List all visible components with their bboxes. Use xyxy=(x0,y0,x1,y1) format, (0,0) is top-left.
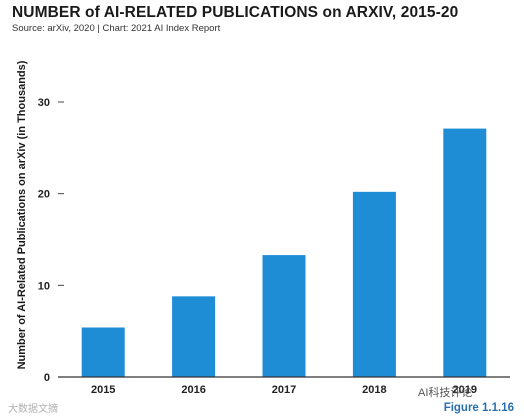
x-tick-label: 2019 xyxy=(453,384,477,396)
watermark-right: AI科技评论 xyxy=(418,387,473,399)
watermark-left: 大数据文摘 xyxy=(8,404,58,415)
x-tick-label: 2018 xyxy=(362,384,386,396)
y-tick-label: 0 xyxy=(44,372,50,384)
y-tick-label: 10 xyxy=(38,280,50,292)
y-tick-label: 30 xyxy=(38,97,50,109)
x-tick-label: 2016 xyxy=(181,384,205,396)
bar-2016 xyxy=(172,296,216,377)
figure-label: Figure 1.1.16 xyxy=(443,402,514,414)
y-tick-label: 20 xyxy=(38,189,50,201)
chart-title: NUMBER of AI-RELATED PUBLICATIONS on ARX… xyxy=(12,4,459,21)
chart-source: Source: arXiv, 2020 | Chart: 2021 AI Ind… xyxy=(12,23,221,34)
bar-2018 xyxy=(352,191,396,377)
bar-2017 xyxy=(262,255,306,377)
x-tick-label: 2015 xyxy=(91,384,115,396)
x-tick-label: 2017 xyxy=(272,384,296,396)
bar-2015 xyxy=(81,327,125,377)
bar-2019 xyxy=(443,128,487,377)
